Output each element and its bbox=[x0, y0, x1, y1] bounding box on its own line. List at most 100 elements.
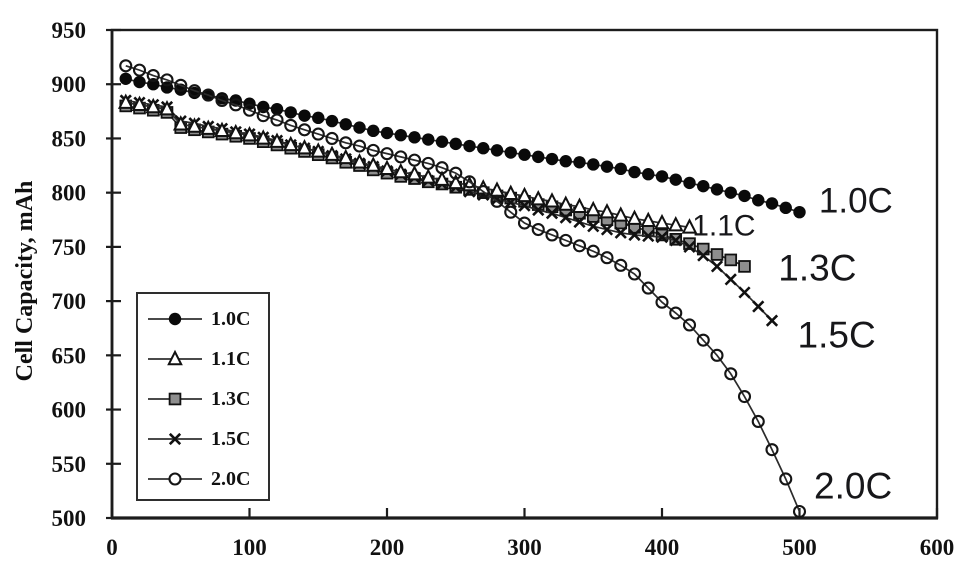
series-1.1C bbox=[117, 93, 698, 234]
filled-circle-marker-icon bbox=[765, 197, 779, 210]
series-line-2.0C bbox=[125, 64, 801, 512]
open-triangle-shape bbox=[365, 156, 382, 172]
x-cross-marker-icon bbox=[642, 229, 655, 243]
x-cross-marker-icon bbox=[545, 207, 559, 220]
legend-item-13c: 1.3C bbox=[138, 379, 268, 419]
filled-circle-shape bbox=[628, 165, 641, 179]
open-circle-marker-icon bbox=[462, 175, 477, 189]
open-triangle-shape bbox=[599, 202, 615, 219]
gray-square-marker-icon bbox=[710, 248, 724, 261]
filled-circle-marker-icon bbox=[449, 137, 462, 151]
filled-circle-shape bbox=[559, 155, 572, 168]
open-circle-shape bbox=[132, 63, 147, 77]
open-circle-shape bbox=[256, 109, 270, 123]
open-circle-marker-icon bbox=[352, 139, 367, 153]
x-cross-marker-icon bbox=[532, 203, 545, 217]
series-2.0C bbox=[119, 59, 807, 519]
filled-circle-marker-icon bbox=[168, 312, 182, 326]
legend-marker-swatch bbox=[148, 472, 202, 486]
open-circle-shape bbox=[476, 185, 490, 199]
legend-marker-swatch bbox=[148, 392, 202, 406]
filled-circle-marker-icon bbox=[655, 170, 669, 183]
open-triangle-marker-icon bbox=[681, 218, 698, 234]
filled-circle-marker-icon bbox=[518, 148, 531, 161]
filled-circle-marker-icon bbox=[697, 179, 710, 193]
filled-circle-shape bbox=[422, 133, 435, 146]
open-triangle-marker-icon bbox=[296, 138, 313, 155]
gray-square-shape bbox=[738, 260, 751, 273]
open-circle-shape bbox=[119, 59, 133, 73]
open-circle-shape bbox=[407, 153, 422, 167]
filled-circle-marker-icon bbox=[270, 102, 284, 116]
x-cross-marker-icon bbox=[168, 432, 182, 446]
filled-circle-shape bbox=[710, 183, 724, 196]
filled-circle-marker-icon bbox=[394, 128, 407, 142]
filled-circle-shape bbox=[394, 128, 407, 142]
filled-circle-shape bbox=[669, 173, 682, 186]
open-circle-shape bbox=[325, 131, 339, 145]
filled-circle-marker-icon bbox=[683, 176, 696, 190]
open-circle-shape bbox=[504, 205, 518, 219]
open-circle-marker-icon bbox=[572, 239, 587, 253]
open-triangle-marker-icon bbox=[447, 173, 464, 190]
open-circle-marker-icon bbox=[242, 103, 257, 117]
open-circle-shape bbox=[160, 73, 174, 87]
open-circle-shape bbox=[779, 472, 793, 486]
x-cross-shape bbox=[518, 199, 531, 212]
gray-square-marker-icon bbox=[168, 392, 182, 406]
x-cross-shape bbox=[168, 432, 182, 446]
series-1.0C bbox=[119, 72, 806, 219]
open-circle-shape bbox=[792, 504, 807, 519]
open-circle-shape bbox=[270, 113, 284, 127]
y-axis-title: Cell Capacity, mAh bbox=[12, 180, 38, 382]
open-circle-marker-icon bbox=[339, 136, 353, 150]
open-circle-shape bbox=[724, 367, 738, 381]
open-triangle-shape bbox=[571, 197, 588, 213]
open-circle-shape bbox=[737, 389, 752, 404]
x-cross-marker-icon bbox=[738, 286, 751, 299]
filled-circle-shape bbox=[367, 124, 380, 138]
open-circle-marker-icon bbox=[779, 472, 793, 486]
open-circle-shape bbox=[201, 88, 215, 102]
open-circle-marker-icon bbox=[201, 88, 215, 102]
x-cross-marker-icon bbox=[765, 314, 779, 327]
y-tick-label: 900 bbox=[52, 72, 87, 97]
filled-circle-shape bbox=[614, 162, 627, 176]
open-triangle-marker-icon bbox=[337, 148, 354, 165]
series-label-2.0C: 2.0C bbox=[814, 465, 892, 506]
filled-circle-marker-icon bbox=[642, 168, 655, 181]
open-triangle-shape bbox=[145, 97, 162, 114]
legend-label: 2.0C bbox=[211, 467, 251, 490]
filled-circle-shape bbox=[312, 111, 325, 125]
open-circle-marker-icon bbox=[504, 205, 518, 219]
open-circle-shape bbox=[586, 244, 600, 258]
legend-item-11c: 1.1C bbox=[138, 339, 268, 379]
open-circle-shape bbox=[545, 228, 559, 242]
x-cross-shape bbox=[642, 229, 655, 243]
filled-circle-shape bbox=[504, 146, 517, 159]
filled-circle-marker-icon bbox=[422, 133, 435, 146]
open-triangle-shape bbox=[640, 211, 657, 228]
open-triangle-shape bbox=[392, 162, 409, 179]
filled-circle-shape bbox=[655, 170, 669, 183]
open-triangle-shape bbox=[654, 213, 670, 230]
filled-circle-marker-icon bbox=[779, 201, 792, 215]
open-circle-shape bbox=[765, 443, 779, 457]
open-triangle-shape bbox=[557, 195, 574, 211]
open-circle-shape bbox=[449, 166, 463, 180]
open-triangle-marker-icon bbox=[324, 145, 340, 161]
open-triangle-shape bbox=[172, 115, 189, 131]
open-triangle-shape bbox=[117, 93, 134, 109]
legend-marker-swatch bbox=[148, 349, 202, 366]
series-label-1.3C: 1.3C bbox=[778, 247, 856, 288]
x-cross-shape bbox=[669, 234, 682, 247]
open-circle-marker-icon bbox=[627, 267, 642, 281]
open-circle-marker-icon bbox=[449, 166, 463, 180]
series-label-1.1C: 1.1C bbox=[692, 210, 755, 243]
x-cross-shape bbox=[587, 220, 600, 233]
filled-circle-shape bbox=[724, 186, 737, 199]
x-cross-shape bbox=[573, 215, 586, 229]
filled-circle-marker-icon bbox=[339, 118, 352, 131]
open-circle-shape bbox=[168, 472, 182, 486]
